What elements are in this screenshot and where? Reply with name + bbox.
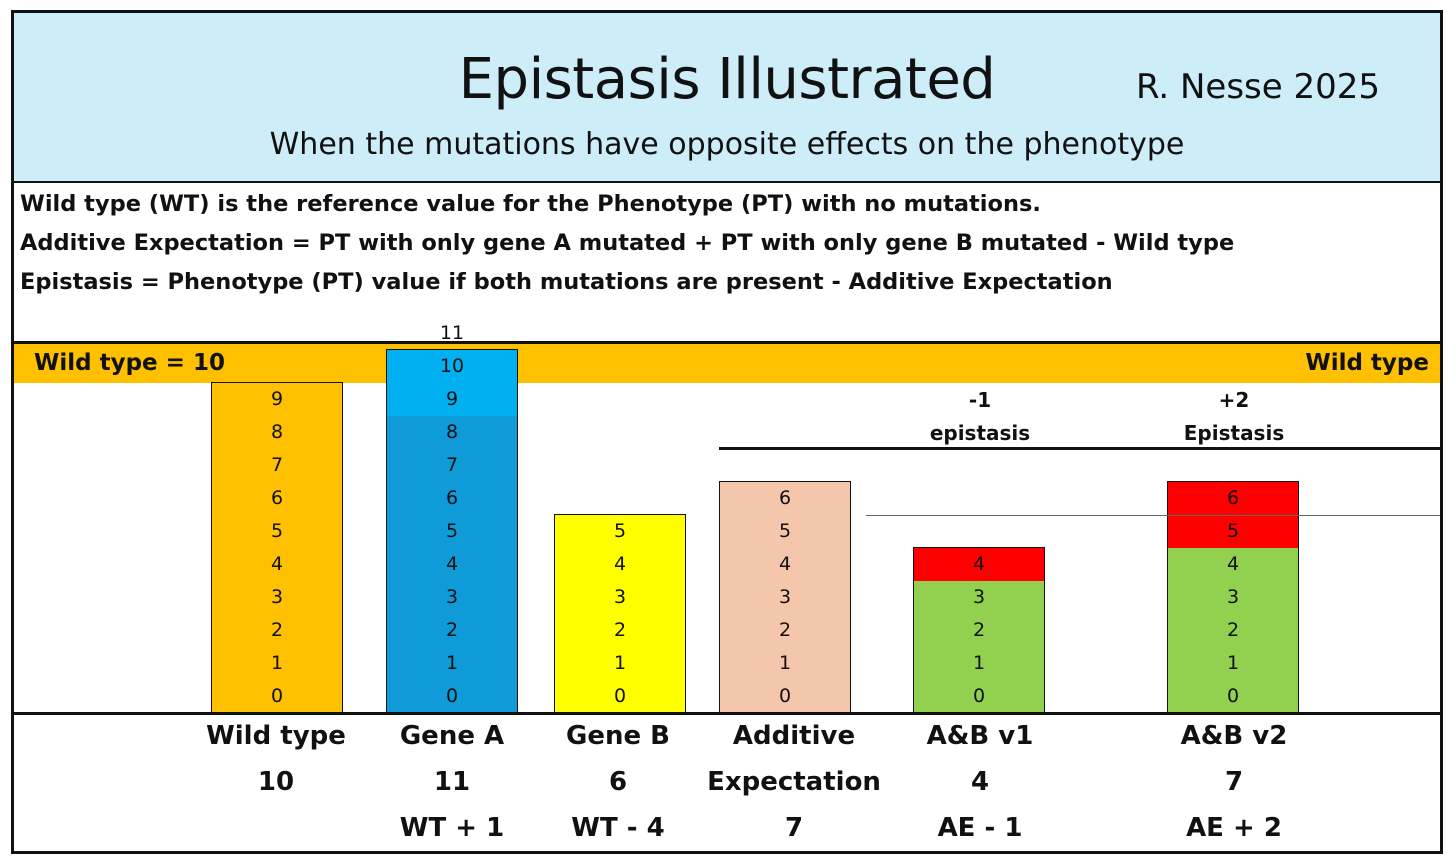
bar-tick-label: 3: [972, 586, 986, 608]
wild-type-band-top-line: [14, 341, 1440, 344]
category-gene-a-name: Gene A: [399, 721, 505, 751]
epistasis-v1-label: epistasis: [929, 421, 1031, 445]
baseline: [14, 712, 1440, 715]
bar-tick-label: 2: [1226, 619, 1240, 641]
bar-tick-label: 5: [445, 520, 459, 542]
bar-tick-label: 3: [445, 586, 459, 608]
bar-tick-label: 1: [972, 652, 986, 674]
bar-tick-label: 4: [270, 553, 284, 575]
bar-tick-label: 5: [778, 520, 792, 542]
additive-expectation-line: [719, 447, 1440, 450]
wild-type-band: [14, 341, 1440, 383]
bar-tick-label: 1: [270, 652, 284, 674]
category-ab-v1-name: A&B v1: [926, 721, 1034, 751]
bar-tick-label: 5: [270, 520, 284, 542]
bar-tick-label: 4: [445, 553, 459, 575]
category-wild-type-name: Wild type: [206, 721, 346, 751]
bar-segment: [555, 515, 685, 713]
category-gene-a-value: 11: [433, 767, 471, 797]
bar-segment: [387, 416, 517, 713]
epistasis-v1-value: -1: [968, 388, 992, 412]
bar-tick-label: 5: [613, 520, 627, 542]
category-ab-v1-formula: AE - 1: [937, 813, 1023, 843]
bar-tick-label: 0: [270, 685, 284, 707]
bar-wild-type: 0 1 2 3 4 5 6 7 8 9: [211, 382, 343, 713]
bar-tick-label: 0: [1226, 685, 1240, 707]
definition-additive-expectation: Additive Expectation = PT with only gene…: [20, 230, 1235, 256]
bar-tick-label: 3: [1226, 586, 1240, 608]
bar-tick-label: 7: [270, 454, 284, 476]
bar-tick-label: 1: [613, 652, 627, 674]
category-additive-formula: 7: [784, 813, 804, 843]
bar-tick-label: 2: [270, 619, 284, 641]
bar-tick-label: 4: [1226, 553, 1240, 575]
epistasis-v2-value: +2: [1218, 388, 1250, 412]
bar-additive: 0 1 2 3 4 5 6: [719, 481, 851, 713]
bar-tick-label: 3: [270, 586, 284, 608]
bar-tick-label: 6: [445, 487, 459, 509]
category-gene-b-name: Gene B: [566, 721, 670, 751]
category-ab-v1-value: 4: [970, 767, 990, 797]
bar-gene-a: 0 1 2 3 4 5 6 7 8 9 10 11: [386, 322, 518, 713]
epistasis-v2-label: Epistasis: [1183, 421, 1285, 445]
category-ab-v2-formula: AE + 2: [1186, 813, 1282, 843]
header: Epistasis Illustrated R. Nesse 2025 When…: [14, 13, 1440, 183]
bar-gene-b: 0 1 2 3 4 5: [554, 514, 686, 713]
bar-tick-label: 3: [613, 586, 627, 608]
category-gene-b-formula: WT - 4: [571, 813, 665, 843]
bar-tick-label: 4: [613, 553, 627, 575]
bar-tick-label: 7: [445, 454, 459, 476]
bar-tick-label: 0: [778, 685, 792, 707]
bar-tick-label: 6: [778, 487, 792, 509]
definition-wild-type: Wild type (WT) is the reference value fo…: [20, 191, 1041, 217]
bar-tick-label: 10: [439, 355, 465, 377]
level-five-line: [866, 515, 1440, 516]
bar-tick-label: 3: [778, 586, 792, 608]
category-ab-v2-value: 7: [1224, 767, 1244, 797]
bar-tick-label: 9: [445, 388, 459, 410]
bar-ab-v1: 0 1 2 3 4: [913, 547, 1045, 713]
bar-tick-label: 9: [270, 388, 284, 410]
category-wild-type-value: 10: [257, 767, 295, 797]
diagram-frame: Epistasis Illustrated R. Nesse 2025 When…: [11, 10, 1443, 854]
bar-tick-label: 1: [445, 652, 459, 674]
bar-tick-label: 5: [1226, 520, 1240, 542]
category-gene-a-formula: WT + 1: [399, 813, 505, 843]
bar-tick-label: 4: [972, 553, 986, 575]
definition-epistasis: Epistasis = Phenotype (PT) value if both…: [20, 269, 1113, 295]
bar-tick-label: 2: [778, 619, 792, 641]
bar-segment: [212, 383, 342, 713]
bar-tick-label: 1: [778, 652, 792, 674]
bar-segment: [914, 548, 1044, 581]
wild-type-band-right-label: Wild type: [1305, 350, 1429, 376]
category-gene-b-value: 6: [608, 767, 628, 797]
bar-tick-label: 1: [1226, 652, 1240, 674]
category-additive-name: Additive: [732, 721, 856, 751]
bar-tick-label: 2: [445, 619, 459, 641]
bar-tick-label: 0: [972, 685, 986, 707]
bar-tick-label: 2: [613, 619, 627, 641]
bar-tick-label: 0: [613, 685, 627, 707]
bar-segment: [1168, 548, 1298, 713]
bar-segment: [720, 482, 850, 713]
bar-tick-label: 6: [270, 487, 284, 509]
bar-tick-label: 2: [972, 619, 986, 641]
bar-tick-label: 6: [1226, 487, 1240, 509]
page-title: Epistasis Illustrated: [458, 47, 996, 112]
bar-segment: [914, 581, 1044, 713]
bar-segment: [387, 350, 517, 416]
bar-tick-label: 8: [270, 421, 284, 443]
bar-tick-label: 0: [445, 685, 459, 707]
bar-tick-label: 11: [439, 322, 465, 344]
wild-type-band-left-label: Wild type = 10: [34, 350, 225, 376]
page-subtitle: When the mutations have opposite effects…: [269, 127, 1185, 162]
bar-tick-label: 4: [778, 553, 792, 575]
category-ab-v2-name: A&B v2: [1180, 721, 1288, 751]
author-credit: R. Nesse 2025: [1135, 67, 1380, 107]
category-additive-value: Expectation: [707, 767, 881, 797]
bar-tick-label: 8: [445, 421, 459, 443]
